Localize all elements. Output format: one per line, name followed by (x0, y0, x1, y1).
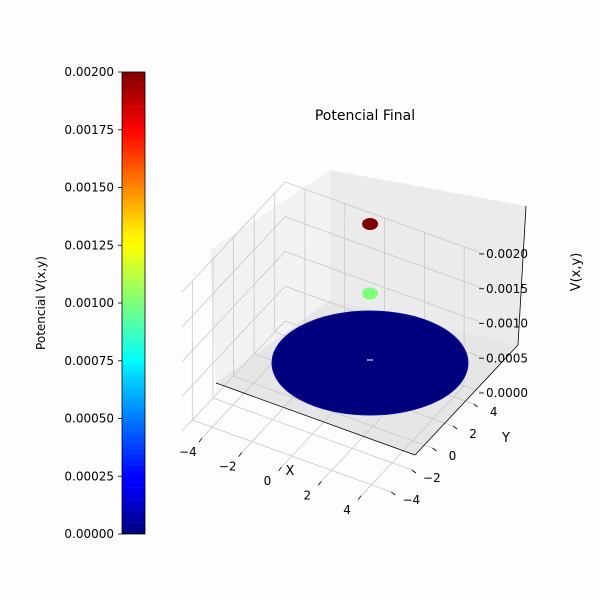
z-tick-label: 0.0015 (486, 282, 528, 296)
grid-line (181, 251, 286, 362)
grid-line (212, 397, 413, 471)
y-tick-label: 4 (490, 405, 498, 419)
colorbar-bands (122, 83, 145, 523)
colorbar-tick-label: 0.00125 (64, 238, 114, 252)
chart-title: Potencial Final (315, 108, 415, 124)
z-tick-label: 0.0010 (486, 317, 528, 331)
y-tick-label: −4 (402, 493, 420, 507)
point-marker (362, 287, 379, 300)
z-axis-line (517, 205, 527, 346)
grid-line (192, 419, 392, 493)
x-tick-label: 2 (303, 488, 311, 502)
z-tick-label: 0.0005 (486, 351, 528, 365)
y-tick-label: 0 (449, 449, 457, 463)
x-axis-label: X (286, 464, 295, 479)
grid-line (181, 285, 286, 397)
y-ticks: −4−2 024 (391, 403, 498, 507)
x-tick-mark (278, 466, 282, 472)
grid-line (181, 216, 286, 328)
colorbar-ticks: 0.00000 0.00025 0.00050 0.00075 0.00100 0.001… (64, 65, 122, 541)
y-tick-label: −2 (423, 471, 441, 485)
colorbar-tick-label: 0.00050 (64, 412, 114, 426)
y-tick-label: 2 (469, 427, 477, 441)
z-tick-label: 0.0020 (486, 247, 528, 261)
grid-line (233, 375, 433, 449)
z-ticks: 0.0000 0.0005 0.0010 0.0015 0.0020 (479, 247, 528, 400)
y-tick-mark (452, 425, 458, 430)
x-tick-mark (198, 437, 203, 443)
grid-line (284, 181, 485, 255)
x-tick-label: −2 (219, 460, 237, 474)
x-tick-mark (238, 452, 243, 457)
data-marks (271, 218, 469, 416)
z-axis-label: V(x,y) (569, 253, 584, 292)
x-tick-mark (317, 481, 322, 486)
colorbar-tick-label: 0.00175 (64, 123, 114, 137)
x-ticks: −4 −2 0 2 4 (179, 437, 362, 517)
colorbar-tick-label: 0.00100 (64, 296, 114, 310)
y-axis-label: Y (501, 431, 510, 446)
colorbar-tick-label: 0.00025 (64, 469, 114, 483)
x-tick-label: −4 (179, 445, 197, 459)
grid-line (284, 251, 485, 324)
disk-scatter-points (271, 310, 469, 416)
back-pane-left (210, 170, 330, 383)
colorbar: 0.00000 0.00025 0.00050 0.00075 0.00100 0.001… (34, 65, 146, 541)
grid-line (181, 181, 286, 293)
x-tick-mark (357, 495, 362, 501)
x-tick-label: 0 (264, 474, 272, 488)
colorbar-tick-label: 0.00000 (64, 527, 114, 541)
y-tick-mark (391, 491, 396, 496)
grid-line (181, 320, 286, 432)
colorbar-tick-label: 0.00150 (64, 181, 114, 195)
back-pane-right (330, 170, 526, 345)
colorbar-gradient (122, 72, 145, 534)
x-tick-label: 4 (343, 503, 351, 517)
z-tick-label: 0.0000 (486, 386, 528, 400)
point-marker (362, 218, 379, 230)
x-axis-line (215, 382, 416, 456)
grid-line (284, 216, 485, 290)
colorbar-tick-label: 0.00200 (64, 65, 114, 79)
colorbar-label: Potencial V(x,y) (34, 256, 48, 350)
y-tick-mark (411, 469, 417, 474)
y-tick-mark (432, 447, 437, 452)
y-axis-line (414, 344, 519, 456)
colorbar-tick-label: 0.00075 (64, 354, 114, 368)
y-tick-mark (473, 403, 478, 408)
